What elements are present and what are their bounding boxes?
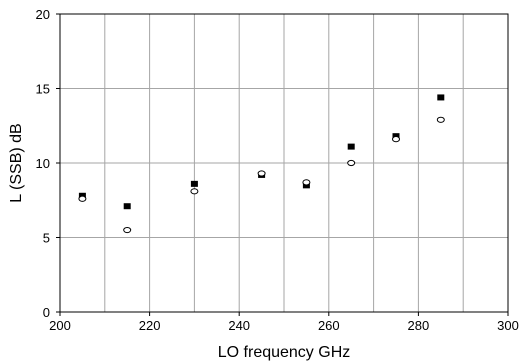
data-points xyxy=(78,94,445,234)
circle-data-point xyxy=(302,179,311,186)
x-tick-label: 280 xyxy=(408,318,430,333)
y-tick-label: 20 xyxy=(36,7,50,22)
square-data-point xyxy=(123,203,131,210)
square-data-point xyxy=(190,180,198,187)
y-tick-label: 0 xyxy=(43,305,50,320)
x-tick-label: 200 xyxy=(49,318,71,333)
x-tick-label: 300 xyxy=(497,318,519,333)
y-tick-label: 5 xyxy=(43,231,50,246)
square-data-point xyxy=(347,143,355,150)
y-tick-label: 10 xyxy=(36,156,50,171)
axis-ticks: 200 220 240 260 280 300 0 5 10 15 20 xyxy=(36,7,519,333)
y-tick-label: 15 xyxy=(36,82,50,97)
x-axis-title: LO frequency GHz xyxy=(218,344,351,361)
circle-data-point xyxy=(347,159,356,167)
x-tick-label: 240 xyxy=(228,318,250,333)
square-data-point xyxy=(437,94,445,101)
circle-data-point xyxy=(436,116,445,123)
circle-data-point xyxy=(257,170,266,177)
circle-data-point xyxy=(190,188,199,195)
circle-data-point xyxy=(78,195,87,202)
circle-data-point xyxy=(123,226,132,234)
circle-data-point xyxy=(392,136,400,143)
grid-lines xyxy=(60,14,508,312)
x-tick-label: 220 xyxy=(139,318,161,333)
x-tick-label: 260 xyxy=(318,318,340,333)
y-axis-title: L (SSB) dB xyxy=(8,123,25,202)
